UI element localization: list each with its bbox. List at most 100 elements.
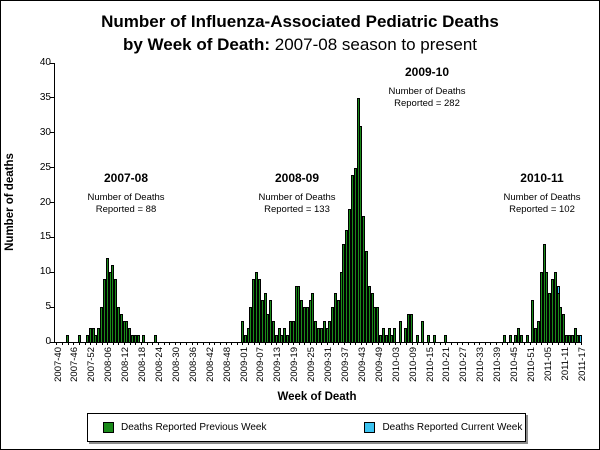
y-axis-tick xyxy=(50,271,54,273)
x-axis-tick xyxy=(360,342,362,345)
x-tick-label: 2009-19 xyxy=(289,347,301,382)
bar-previous-week xyxy=(514,335,518,342)
chart-title-line2-bold: by Week of Death: xyxy=(122,35,271,54)
x-tick-label: 2009-37 xyxy=(339,347,351,382)
x-tick-label: 2009-49 xyxy=(373,347,385,382)
x-axis-tick xyxy=(332,342,334,345)
x-tick-label: 2007-40 xyxy=(52,347,64,382)
x-axis-tick xyxy=(484,342,486,345)
y-axis-tick xyxy=(50,341,54,343)
bar-previous-week xyxy=(567,335,571,342)
x-axis-tick xyxy=(462,342,464,345)
x-axis-tick xyxy=(107,342,109,345)
bar-previous-week xyxy=(274,335,278,342)
x-axis-tick xyxy=(304,342,306,345)
x-axis-tick xyxy=(422,342,424,345)
season-label: 2007-08 xyxy=(103,171,149,185)
bar-previous-week xyxy=(277,328,281,342)
bar-previous-week xyxy=(517,328,521,342)
x-axis-tick xyxy=(231,342,233,345)
bar-previous-week xyxy=(108,272,112,342)
season-label: 2008-09 xyxy=(274,171,320,185)
bar-previous-week xyxy=(102,279,106,342)
x-axis-tick xyxy=(445,342,447,345)
bar-previous-week xyxy=(534,328,538,342)
bar-previous-week xyxy=(553,272,557,342)
bar-previous-week xyxy=(367,286,371,342)
bar-previous-week xyxy=(520,335,523,342)
x-axis-tick xyxy=(580,342,582,345)
x-tick-label: 2010-03 xyxy=(390,347,402,382)
x-tick-label: 2011-17 xyxy=(576,347,588,382)
chart-title: Number of Influenza-Associated Pediatric… xyxy=(1,10,599,56)
x-axis-tick xyxy=(157,342,159,345)
x-axis-tick xyxy=(78,342,80,345)
bar-previous-week xyxy=(407,314,411,342)
x-tick-label: 2009-25 xyxy=(306,347,318,382)
bar-previous-week xyxy=(415,335,419,342)
x-axis-tick xyxy=(197,342,199,345)
bar-previous-week xyxy=(334,293,337,342)
x-axis-tick xyxy=(112,342,114,345)
y-tick-label: 40 xyxy=(39,57,51,68)
x-axis-tick xyxy=(456,342,458,345)
bar-previous-week xyxy=(531,300,535,342)
deaths-reported-line2: Reported = 133 xyxy=(264,203,330,215)
x-axis-tick xyxy=(129,342,131,345)
legend-item-previous-week: Deaths Reported Previous Week xyxy=(103,422,266,433)
x-axis-tick xyxy=(248,342,250,345)
bar-previous-week xyxy=(556,293,560,342)
bar-previous-week xyxy=(336,300,340,342)
x-axis-tick xyxy=(186,342,188,345)
bar-previous-week xyxy=(305,307,309,342)
x-tick-label: 2008-24 xyxy=(153,347,165,382)
x-axis-tick xyxy=(214,342,216,345)
annotation-season-2010-11: 2010-11 Number of Deaths Reported = 102 xyxy=(477,171,599,215)
bar-previous-week xyxy=(508,335,512,342)
bar-previous-week xyxy=(379,335,383,342)
bar-previous-week xyxy=(542,244,546,342)
x-axis-tick xyxy=(524,342,526,345)
legend-label-current-week: Deaths Reported Current Week xyxy=(382,422,523,433)
x-axis-tick xyxy=(501,342,503,345)
x-tick-label: 2008-42 xyxy=(204,347,216,382)
x-axis-tick xyxy=(140,342,142,345)
x-tick-label: 2010-09 xyxy=(407,347,419,382)
deaths-reported-line1: Number of Deaths xyxy=(87,192,165,203)
y-tick-label: 30 xyxy=(39,126,51,138)
x-axis-tick xyxy=(394,342,396,345)
bar-previous-week xyxy=(252,279,256,342)
y-axis-tick xyxy=(50,167,54,169)
bar-previous-week xyxy=(263,293,267,342)
bar-previous-week xyxy=(128,328,132,342)
legend: Deaths Reported Previous Week Deaths Rep… xyxy=(87,413,526,442)
bar-previous-week xyxy=(303,307,306,342)
bar-current-week xyxy=(579,335,583,342)
season-label: 2009-10 xyxy=(404,65,450,79)
x-tick-label: 2008-30 xyxy=(170,347,182,382)
x-axis-tick xyxy=(124,342,126,345)
x-axis-tick xyxy=(174,342,176,345)
bar-previous-week xyxy=(331,307,335,342)
y-tick-label: 35 xyxy=(39,91,51,103)
plot-area: 0 5 10 15 20 25 30 35 40 2007-40 2007-46 2007-52 200… xyxy=(40,58,588,382)
x-tick-label: 2011-11 xyxy=(559,347,571,381)
bar-previous-week xyxy=(122,321,126,342)
bar-previous-week xyxy=(345,230,349,342)
chart-title-line2-rest: 2007-08 season to present xyxy=(270,35,478,54)
bar-previous-week xyxy=(387,328,391,342)
x-tick-label: 2007-46 xyxy=(69,347,81,382)
bar-previous-week xyxy=(376,307,380,342)
x-axis-tick xyxy=(152,342,154,345)
bar-previous-week xyxy=(503,335,507,342)
bar-previous-week xyxy=(133,335,137,342)
x-axis-tick xyxy=(84,342,86,345)
bar-previous-week xyxy=(272,321,275,342)
bar-previous-week xyxy=(266,314,270,342)
legend-label-previous-week: Deaths Reported Previous Week xyxy=(121,422,267,433)
x-axis-tick xyxy=(310,342,312,345)
y-axis-label: Number of deaths xyxy=(4,153,16,251)
x-tick-label: 2009-31 xyxy=(323,347,335,382)
bar-previous-week xyxy=(390,335,394,342)
bar-previous-week xyxy=(548,293,552,342)
